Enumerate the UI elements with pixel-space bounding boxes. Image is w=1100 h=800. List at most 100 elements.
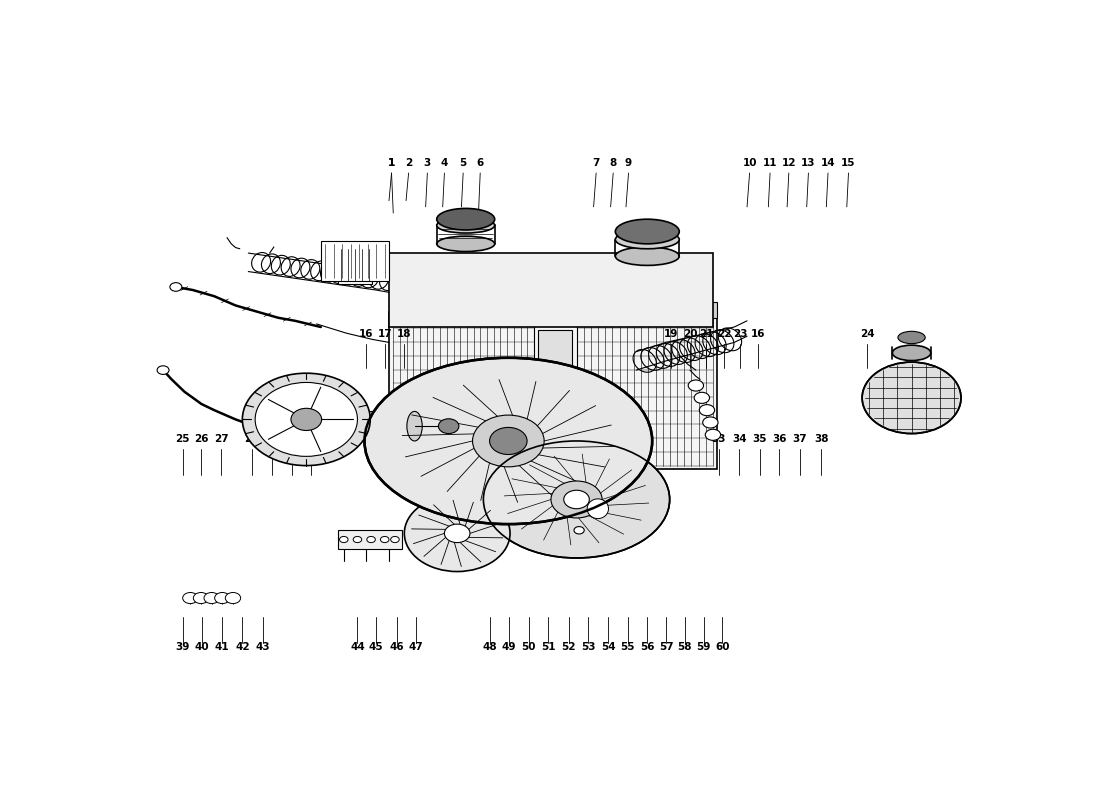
Text: 8: 8	[609, 158, 617, 168]
Circle shape	[366, 537, 375, 542]
Text: 49: 49	[502, 642, 516, 652]
Ellipse shape	[314, 411, 329, 441]
Ellipse shape	[615, 230, 680, 249]
Ellipse shape	[587, 499, 608, 518]
Circle shape	[405, 495, 510, 571]
Text: 37: 37	[793, 434, 807, 444]
Ellipse shape	[615, 247, 680, 266]
Text: 57: 57	[659, 642, 673, 652]
Circle shape	[563, 490, 590, 509]
Text: 30: 30	[285, 434, 299, 444]
Ellipse shape	[364, 358, 652, 524]
Text: 1: 1	[388, 158, 395, 168]
Circle shape	[703, 417, 718, 428]
Circle shape	[204, 593, 219, 603]
Ellipse shape	[437, 218, 495, 233]
Bar	[389, 253, 713, 327]
Text: 31: 31	[305, 434, 319, 444]
Bar	[389, 302, 717, 318]
Ellipse shape	[898, 331, 925, 344]
Ellipse shape	[437, 236, 495, 251]
Text: 29: 29	[265, 434, 279, 444]
Circle shape	[700, 405, 715, 416]
Ellipse shape	[407, 411, 422, 441]
Text: 38: 38	[814, 434, 828, 444]
Circle shape	[381, 537, 389, 542]
Text: 60: 60	[715, 642, 729, 652]
Text: 17: 17	[377, 330, 392, 339]
Circle shape	[490, 427, 527, 454]
Ellipse shape	[892, 345, 931, 361]
Bar	[321, 411, 415, 441]
Text: 14: 14	[821, 158, 835, 168]
Circle shape	[353, 537, 362, 542]
Text: 18: 18	[397, 330, 411, 339]
Text: 35: 35	[752, 434, 767, 444]
Text: 2: 2	[405, 158, 412, 168]
Text: 25: 25	[175, 434, 190, 444]
Text: 47: 47	[409, 642, 424, 652]
Circle shape	[292, 408, 321, 430]
Text: 11: 11	[762, 158, 778, 168]
Circle shape	[439, 418, 459, 434]
Ellipse shape	[615, 219, 680, 244]
Text: 9: 9	[625, 158, 632, 168]
Circle shape	[572, 476, 586, 486]
Circle shape	[340, 537, 348, 542]
Text: 54: 54	[601, 642, 615, 652]
Text: 24: 24	[860, 330, 875, 339]
Text: 12: 12	[782, 158, 796, 168]
Text: 22: 22	[717, 330, 732, 339]
Text: 34: 34	[733, 434, 747, 444]
Bar	[389, 312, 717, 469]
Text: 3: 3	[424, 158, 431, 168]
Text: 42: 42	[235, 642, 250, 652]
Circle shape	[694, 392, 710, 403]
Text: 1: 1	[388, 158, 395, 168]
Text: 55: 55	[620, 642, 635, 652]
Text: 5: 5	[460, 158, 466, 168]
Text: 32: 32	[628, 434, 642, 444]
Circle shape	[473, 415, 544, 467]
Text: 43: 43	[255, 642, 271, 652]
Text: 6: 6	[476, 158, 484, 168]
Text: 36: 36	[772, 434, 786, 444]
Text: 27: 27	[213, 434, 229, 444]
Text: 19: 19	[664, 330, 679, 339]
Bar	[321, 241, 389, 281]
Text: 16: 16	[751, 330, 766, 339]
Text: 46: 46	[389, 642, 404, 652]
Text: 45: 45	[368, 642, 384, 652]
Text: 7: 7	[593, 158, 600, 168]
Circle shape	[574, 526, 584, 534]
Text: 53: 53	[581, 642, 596, 652]
Text: 50: 50	[521, 642, 536, 652]
Text: 23: 23	[733, 330, 748, 339]
Circle shape	[214, 593, 230, 603]
Circle shape	[444, 524, 470, 542]
Circle shape	[255, 382, 358, 456]
Circle shape	[705, 430, 720, 440]
Circle shape	[157, 366, 169, 374]
Bar	[538, 330, 572, 450]
Circle shape	[242, 373, 371, 466]
Circle shape	[183, 593, 198, 603]
Circle shape	[169, 282, 182, 291]
Text: 16: 16	[359, 330, 373, 339]
Text: 48: 48	[482, 642, 497, 652]
Ellipse shape	[437, 209, 495, 230]
Circle shape	[862, 362, 961, 434]
Text: 58: 58	[678, 642, 692, 652]
Circle shape	[226, 593, 241, 603]
Ellipse shape	[483, 441, 670, 558]
Text: 26: 26	[195, 434, 209, 444]
Text: 10: 10	[742, 158, 757, 168]
Text: 28: 28	[244, 434, 258, 444]
Bar	[338, 247, 372, 284]
Text: 21: 21	[698, 330, 714, 339]
Circle shape	[390, 537, 399, 542]
Text: 51: 51	[541, 642, 556, 652]
Text: 40: 40	[195, 642, 210, 652]
Bar	[338, 530, 402, 549]
Circle shape	[194, 593, 209, 603]
